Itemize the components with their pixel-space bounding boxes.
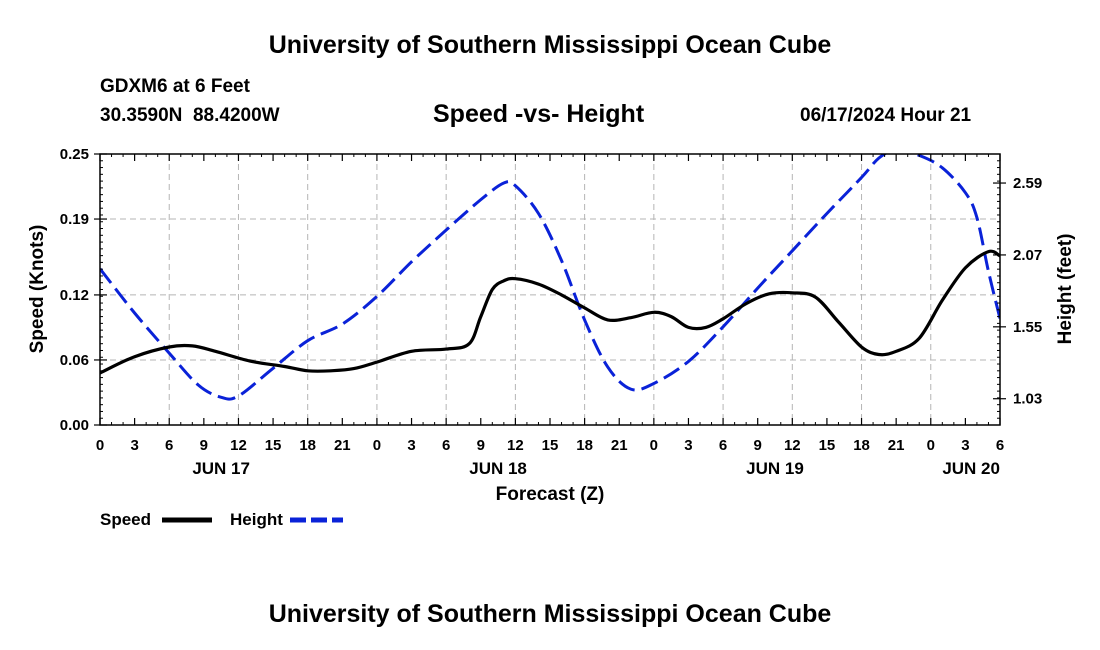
y-tick-label: 0.00 bbox=[60, 417, 89, 434]
x-tick-label: 12 bbox=[784, 437, 801, 454]
x-tick-label: 18 bbox=[576, 437, 593, 454]
series-line-height bbox=[100, 154, 1000, 401]
x-tick-label: 12 bbox=[230, 437, 247, 454]
y2-tick-label: 1.55 bbox=[1013, 319, 1042, 336]
x-tick-label: 0 bbox=[373, 437, 381, 454]
x-tick-label: 18 bbox=[853, 437, 870, 454]
x-tick-label: 15 bbox=[819, 437, 836, 454]
x-tick-label: 6 bbox=[996, 437, 1004, 454]
date-label: JUN 18 bbox=[469, 459, 527, 478]
x-tick-label: 0 bbox=[96, 437, 104, 454]
y2-axis-label: Height (feet) bbox=[1055, 234, 1076, 345]
chart-subtitle: Speed -vs- Height bbox=[433, 100, 645, 128]
forecast-datetime: 06/17/2024 Hour 21 bbox=[800, 105, 972, 126]
y-axis-label: Speed (Knots) bbox=[27, 225, 48, 354]
x-tick-label: 3 bbox=[684, 437, 692, 454]
legend-label-height: Height bbox=[230, 510, 283, 529]
series-line-speed bbox=[100, 249, 1000, 375]
y2-tick-label: 1.03 bbox=[1013, 391, 1042, 408]
y2-tick-label: 2.07 bbox=[1013, 247, 1042, 264]
x-tick-label: 3 bbox=[407, 437, 415, 454]
x-tick-label: 3 bbox=[961, 437, 969, 454]
y-tick-label: 0.25 bbox=[60, 146, 89, 163]
y2-tick-label: 2.59 bbox=[1013, 175, 1042, 192]
x-tick-label: 21 bbox=[334, 437, 351, 454]
date-label: JUN 20 bbox=[942, 459, 1000, 478]
x-tick-label: 0 bbox=[650, 437, 658, 454]
x-axis-label: Forecast (Z) bbox=[496, 484, 605, 505]
x-tick-label: 18 bbox=[299, 437, 316, 454]
chart-svg: 0 3 6 9 12 15 18 21 0 3 6 9 12 15 18 21 0 3 6 9 12 15 18 21 0 3 6 J… bbox=[27, 146, 1076, 529]
legend: Speed Height bbox=[100, 510, 343, 529]
date-label: JUN 19 bbox=[746, 459, 804, 478]
x-tick-label: 15 bbox=[542, 437, 559, 454]
x-tick-label: 3 bbox=[130, 437, 138, 454]
x-tick-label: 6 bbox=[442, 437, 450, 454]
coordinates-label: 30.3590N 88.4200W bbox=[100, 105, 280, 126]
axis-ticks: 0 3 6 9 12 15 18 21 0 3 6 9 12 15 18 21 0 3 6 9 12 15 18 21 0 3 6 J… bbox=[60, 146, 1042, 478]
x-tick-label: 9 bbox=[754, 437, 762, 454]
station-label: GDXM6 at 6 Feet bbox=[100, 76, 250, 97]
page-title: University of Southern Mississippi Ocean… bbox=[268, 31, 832, 59]
date-label: JUN 17 bbox=[192, 459, 250, 478]
x-tick-label: 21 bbox=[611, 437, 628, 454]
x-tick-label: 21 bbox=[888, 437, 905, 454]
x-tick-label: 9 bbox=[477, 437, 485, 454]
y-tick-label: 0.12 bbox=[60, 287, 89, 304]
x-tick-label: 9 bbox=[200, 437, 208, 454]
x-tick-label: 6 bbox=[719, 437, 727, 454]
x-tick-label: 6 bbox=[165, 437, 173, 454]
series-layer bbox=[100, 154, 1000, 401]
footer-title: University of Southern Mississippi Ocean… bbox=[268, 600, 832, 628]
x-tick-label: 0 bbox=[927, 437, 935, 454]
legend-label-speed: Speed bbox=[100, 510, 151, 529]
y-tick-label: 0.06 bbox=[60, 352, 89, 369]
y-tick-label: 0.19 bbox=[60, 211, 89, 228]
x-tick-label: 15 bbox=[265, 437, 282, 454]
x-tick-label: 12 bbox=[507, 437, 524, 454]
